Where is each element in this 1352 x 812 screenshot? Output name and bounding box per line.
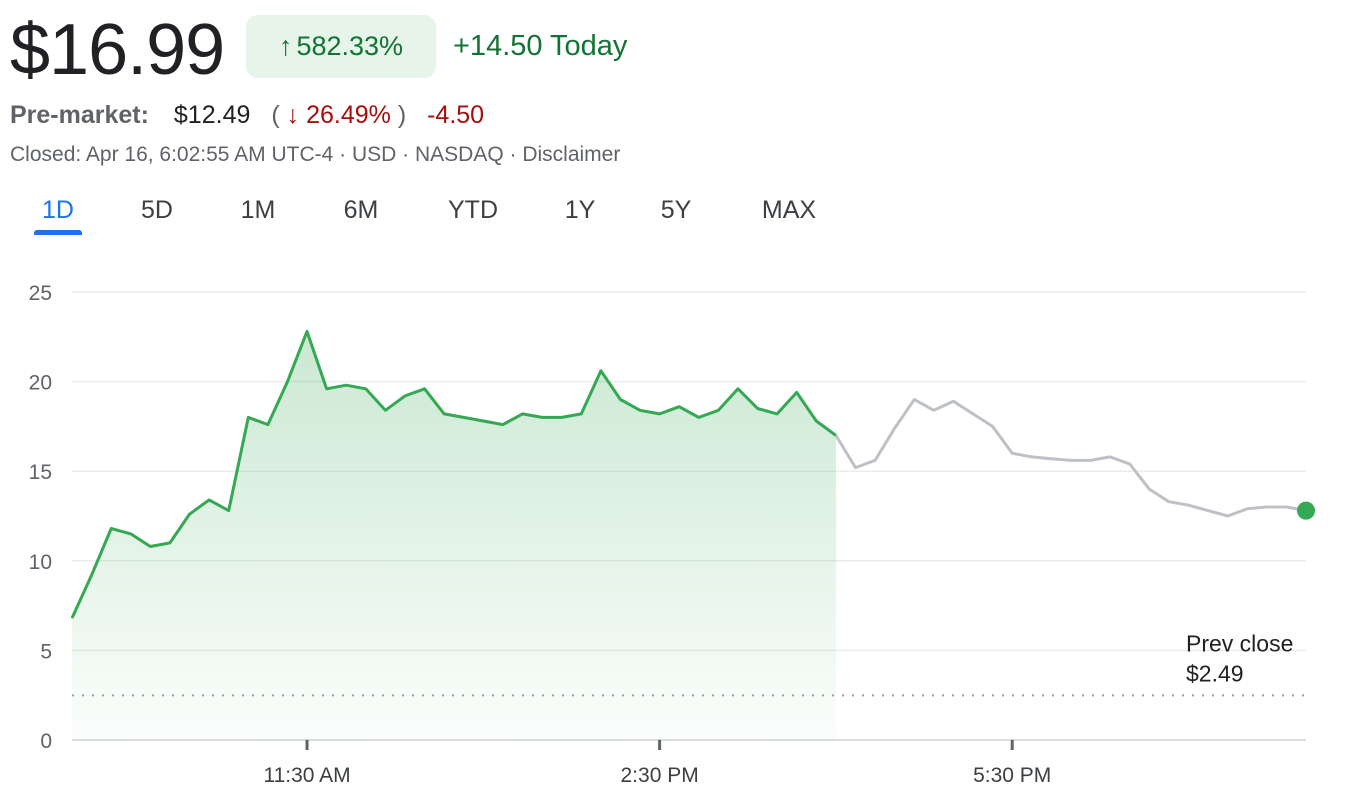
x-tick-label: 5:30 PM bbox=[973, 764, 1051, 787]
y-tick-label: 15 bbox=[29, 461, 52, 484]
tab-1y[interactable]: 1Y bbox=[564, 196, 596, 224]
tab-5y[interactable]: 5Y bbox=[660, 196, 692, 224]
y-tick-label: 25 bbox=[29, 282, 52, 305]
tab-6m[interactable]: 6M bbox=[343, 196, 379, 224]
tab-1d[interactable]: 1D bbox=[42, 196, 74, 224]
latest-price-dot bbox=[1297, 501, 1315, 520]
change-percent-badge: ↑ 582.33% bbox=[246, 15, 436, 78]
premarket-price: $12.49 bbox=[173, 101, 251, 129]
y-tick-label: 20 bbox=[29, 372, 52, 395]
prev-close-value: $2.49 bbox=[1186, 660, 1244, 686]
premarket-row: Pre-market: $12.49 ( ↓ 26.49% ) -4.50 bbox=[10, 98, 484, 132]
change-today: +14.50 Today bbox=[453, 30, 628, 62]
prev-close-label: Prev close bbox=[1186, 630, 1293, 656]
x-tick-label: 2:30 PM bbox=[621, 764, 699, 787]
y-tick-label: 10 bbox=[29, 551, 52, 574]
premarket-label: Pre-market: bbox=[10, 101, 149, 129]
tab-ytd[interactable]: YTD bbox=[448, 196, 498, 224]
premarket-paren-open: ( bbox=[271, 101, 280, 129]
active-tab-indicator bbox=[34, 230, 82, 235]
y-axis: 0 5 10 15 20 25 bbox=[29, 282, 52, 753]
x-tick-label: 11:30 AM bbox=[263, 764, 350, 787]
series-line-regular bbox=[70, 329, 837, 619]
series-line-after-hours bbox=[834, 398, 1307, 518]
arrow-down-icon: ↓ bbox=[286, 101, 300, 129]
tab-5d[interactable]: 5D bbox=[141, 196, 173, 224]
premarket-percent: 26.49% bbox=[306, 101, 391, 129]
premarket-change: -4.50 bbox=[427, 101, 485, 129]
x-axis: 11:30 AM 2:30 PM 5:30 PM bbox=[72, 739, 1306, 787]
y-tick-label: 0 bbox=[40, 730, 52, 753]
current-price: $16.99 bbox=[10, 10, 225, 90]
regular-session-area bbox=[72, 331, 836, 740]
tab-max[interactable]: MAX bbox=[761, 196, 817, 224]
premarket-paren-close: ) bbox=[397, 101, 407, 129]
market-status-meta: Closed: Apr 16, 6:02:55 AM UTC-4 · USD ·… bbox=[10, 143, 621, 166]
tab-1m[interactable]: 1M bbox=[240, 196, 276, 224]
arrow-up-icon: ↑ bbox=[278, 31, 293, 61]
y-tick-label: 5 bbox=[40, 640, 52, 663]
change-percent: 582.33% bbox=[296, 31, 404, 61]
